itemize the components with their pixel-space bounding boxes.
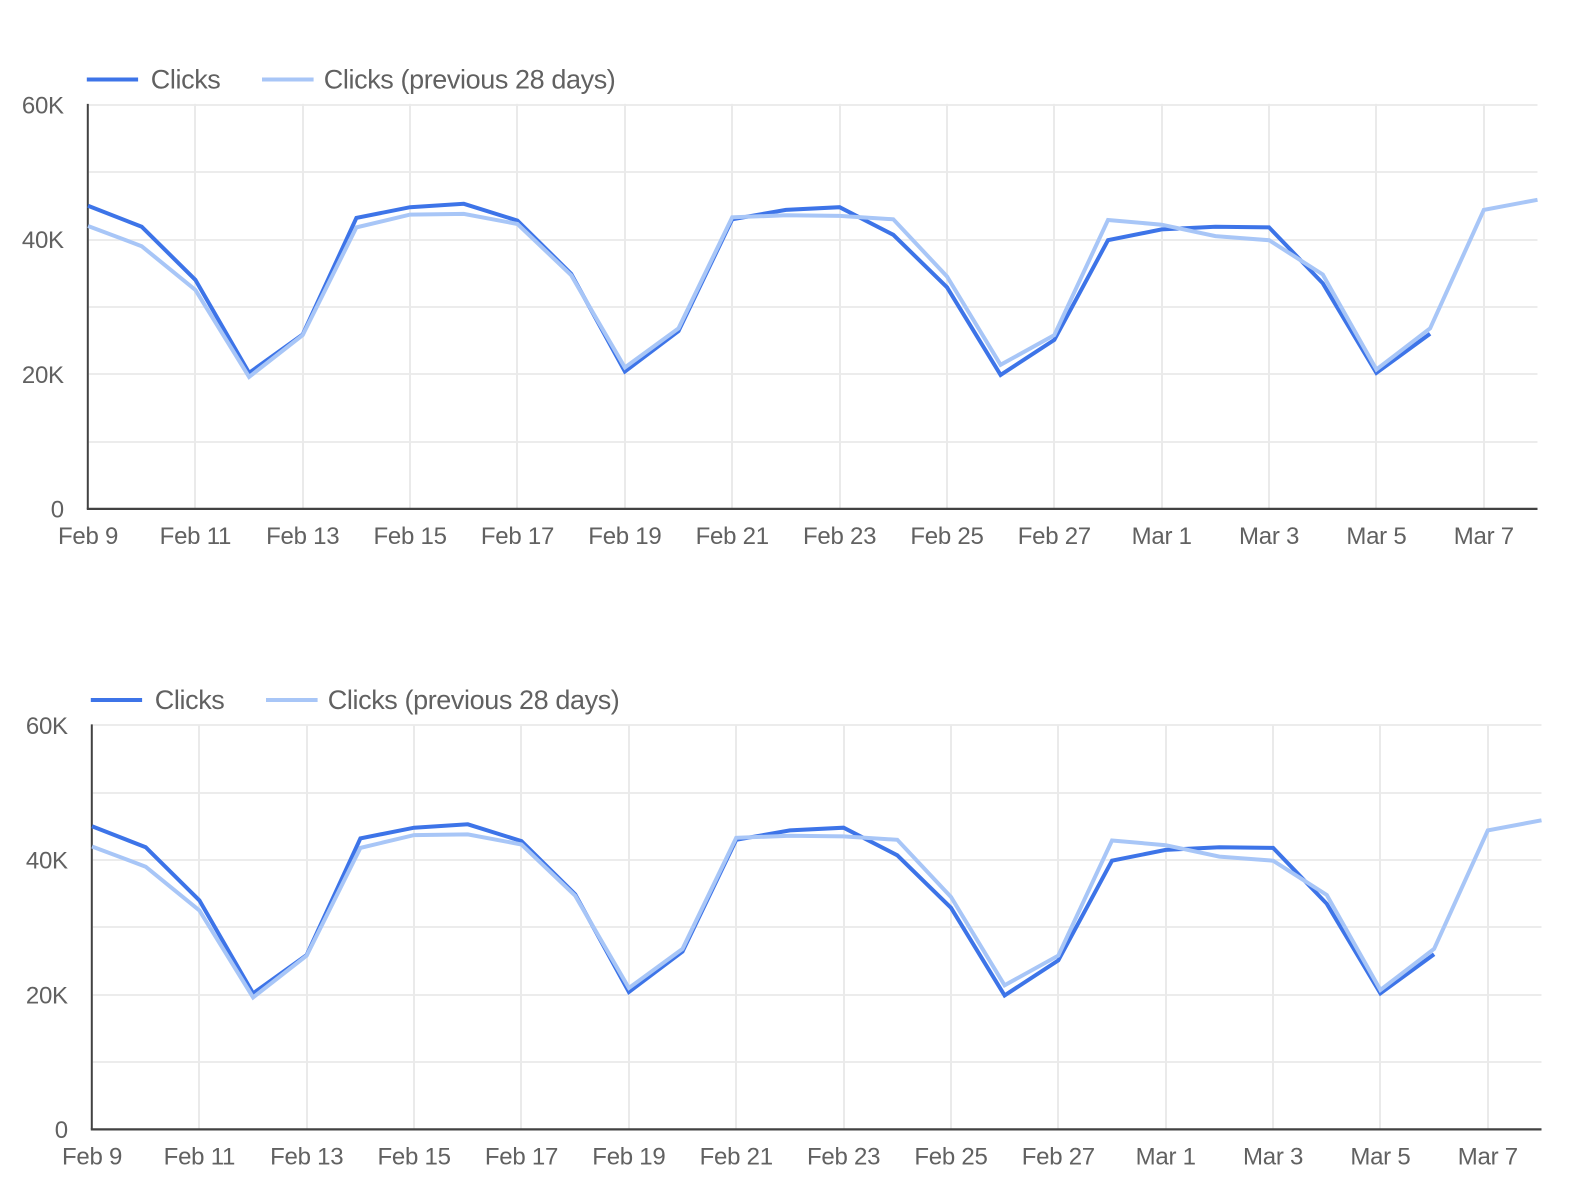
svg-text:20K: 20K xyxy=(26,982,68,1009)
svg-text:0: 0 xyxy=(51,497,64,524)
svg-text:60K: 60K xyxy=(26,713,68,740)
svg-text:Feb 21: Feb 21 xyxy=(700,1143,773,1170)
svg-text:Feb 13: Feb 13 xyxy=(266,523,339,550)
svg-text:Feb 11: Feb 11 xyxy=(160,523,231,550)
svg-text:40K: 40K xyxy=(26,848,68,875)
svg-text:Feb 21: Feb 21 xyxy=(696,523,769,550)
svg-text:Feb 27: Feb 27 xyxy=(1018,523,1091,550)
svg-text:Feb 17: Feb 17 xyxy=(481,523,554,550)
svg-text:40K: 40K xyxy=(22,227,64,254)
svg-text:Feb 19: Feb 19 xyxy=(592,1143,665,1170)
svg-text:Feb 15: Feb 15 xyxy=(377,1143,450,1170)
svg-text:Feb 23: Feb 23 xyxy=(807,1143,880,1170)
svg-text:Feb 9: Feb 9 xyxy=(62,1143,122,1170)
svg-text:Feb 11: Feb 11 xyxy=(164,1143,235,1170)
svg-text:Mar 7: Mar 7 xyxy=(1454,523,1514,550)
svg-text:0: 0 xyxy=(55,1117,68,1144)
svg-text:Clicks: Clicks xyxy=(151,64,221,94)
svg-text:Feb 25: Feb 25 xyxy=(914,1143,987,1170)
svg-text:Feb 17: Feb 17 xyxy=(485,1143,558,1170)
svg-text:Clicks (previous 28 days): Clicks (previous 28 days) xyxy=(328,685,620,715)
svg-text:Mar 3: Mar 3 xyxy=(1243,1143,1303,1170)
svg-text:60K: 60K xyxy=(22,92,64,119)
svg-text:Mar 5: Mar 5 xyxy=(1350,1143,1410,1170)
svg-text:Mar 7: Mar 7 xyxy=(1458,1143,1518,1170)
svg-text:Clicks: Clicks xyxy=(155,685,225,715)
svg-text:Feb 19: Feb 19 xyxy=(588,523,661,550)
svg-text:20K: 20K xyxy=(22,362,64,389)
svg-text:Mar 1: Mar 1 xyxy=(1136,1143,1196,1170)
svg-text:Feb 25: Feb 25 xyxy=(910,523,983,550)
svg-text:Feb 13: Feb 13 xyxy=(270,1143,343,1170)
svg-text:Mar 3: Mar 3 xyxy=(1239,523,1299,550)
svg-text:Feb 27: Feb 27 xyxy=(1022,1143,1095,1170)
svg-text:Feb 15: Feb 15 xyxy=(373,523,446,550)
svg-text:Feb 9: Feb 9 xyxy=(58,523,118,550)
svg-text:Mar 1: Mar 1 xyxy=(1132,523,1192,550)
svg-text:Feb 23: Feb 23 xyxy=(803,523,876,550)
svg-text:Clicks (previous 28 days): Clicks (previous 28 days) xyxy=(324,64,616,94)
svg-text:Mar 5: Mar 5 xyxy=(1346,523,1406,550)
